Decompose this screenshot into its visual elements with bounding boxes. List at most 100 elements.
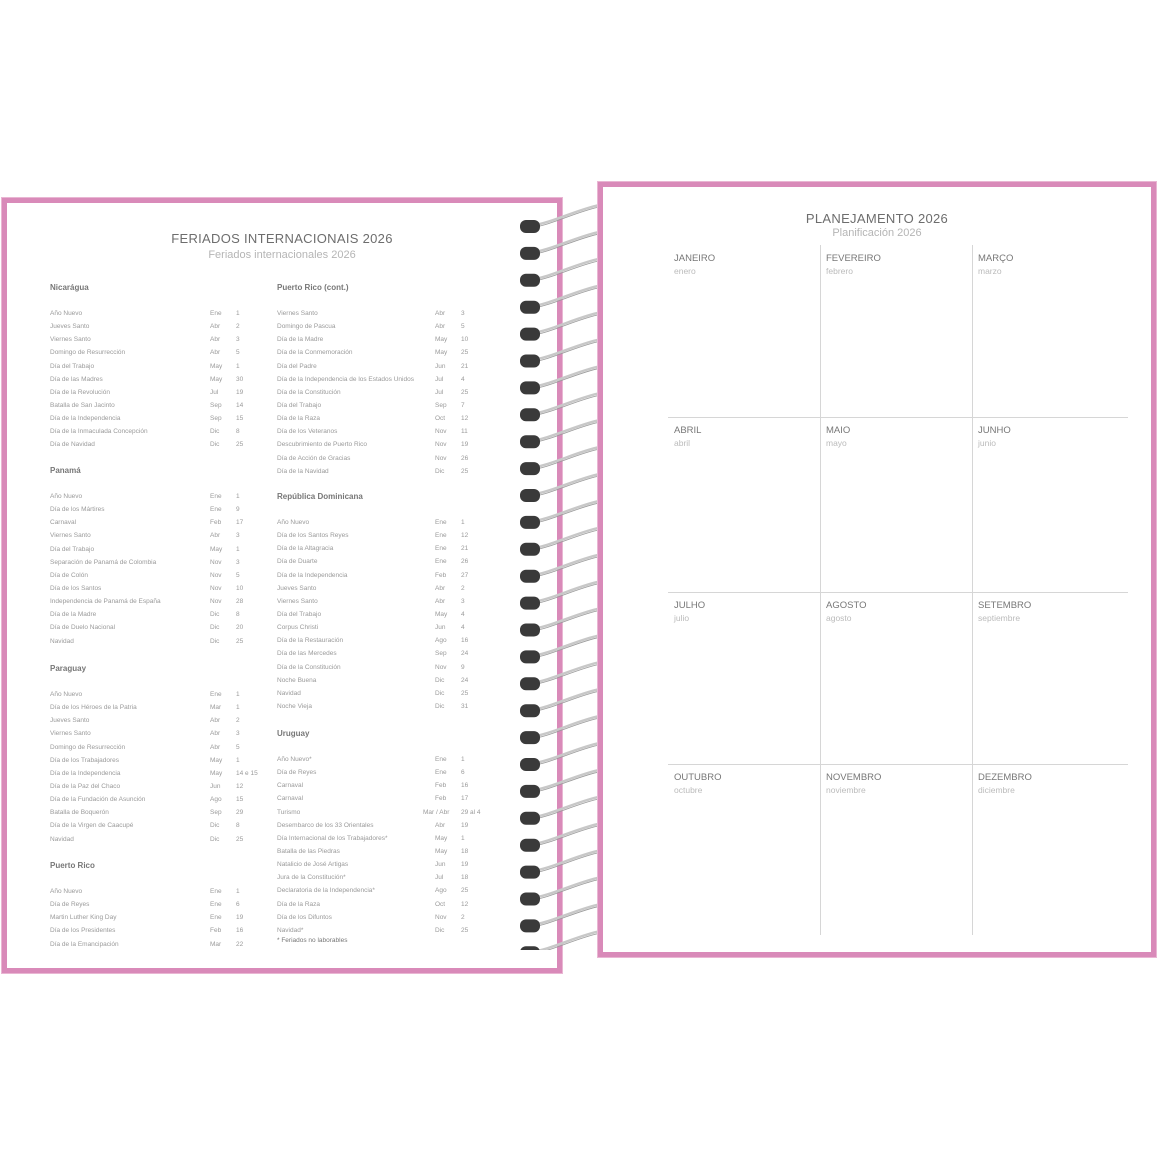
holiday-day: 18 xyxy=(461,874,469,882)
holiday-row: Navidad Dic 25 xyxy=(50,833,250,846)
holiday-month: Oct xyxy=(435,415,446,423)
holiday-name: Separación de Panamá de Colombia xyxy=(50,558,157,566)
month-name-es: marzo xyxy=(978,266,1002,276)
holiday-name: Día de la Altagracia xyxy=(277,545,334,553)
holiday-name: Día de la Revolución xyxy=(50,388,110,396)
holiday-month: Dic xyxy=(210,637,220,645)
month-cell-marzo[interactable]: MARÇO marzo xyxy=(972,245,1127,417)
holiday-name: Viernes Santo xyxy=(50,532,91,540)
month-cell-julio[interactable]: JULHO julio xyxy=(668,592,820,764)
holiday-month: May xyxy=(210,545,223,553)
holiday-day: 18 xyxy=(461,847,469,855)
holiday-day: 1 xyxy=(236,362,240,370)
holiday-name: Día de la Inmaculada Concepción xyxy=(50,428,148,436)
holiday-day: 25 xyxy=(236,441,244,449)
holiday-section: República Dominicana Año Nuevo Ene 1 Día de … xyxy=(277,490,475,713)
month-cell-noviembre[interactable]: NOVEMBRO noviembre xyxy=(820,764,972,934)
holiday-row: Día de Navidad Dic 25 xyxy=(50,438,250,451)
month-name: FEVEREIRO xyxy=(826,253,881,264)
holiday-day: 16 xyxy=(461,782,469,790)
holiday-name: Martin Luther King Day xyxy=(50,914,117,922)
holidays-page: FERIADOS INTERNACIONAIS 2026 Feriados in… xyxy=(2,198,562,973)
holiday-month: Jun xyxy=(435,362,446,370)
holiday-day: 8 xyxy=(236,611,240,619)
holiday-name: Viernes Santo xyxy=(50,336,91,344)
holiday-day: 14 e 15 xyxy=(236,769,258,777)
month-cell-octubre[interactable]: OUTUBRO octubre xyxy=(668,764,820,934)
holiday-row: Día de la Conmemoración May 25 xyxy=(277,346,475,359)
month-name: MARÇO xyxy=(978,253,1014,264)
holiday-day: 10 xyxy=(461,336,469,344)
holiday-month: Nov xyxy=(210,571,222,579)
holiday-row: Día de Colón Nov 5 xyxy=(50,569,250,582)
month-cell-abril[interactable]: ABRIL abril xyxy=(668,417,820,592)
holiday-month: Feb xyxy=(210,927,222,935)
country-heading: Nicarágua xyxy=(50,283,89,292)
holiday-name: Domingo de Resurrección xyxy=(50,743,126,751)
holiday-month: May xyxy=(435,610,448,618)
holiday-name: Día de Acción de Gracias xyxy=(277,454,351,462)
holiday-name: Día de la Restauración xyxy=(277,637,344,645)
holiday-row: Navidad* Dic 25 xyxy=(277,924,475,937)
holiday-day: 27 xyxy=(461,571,469,579)
holiday-name: Día de Duelo Nacional xyxy=(50,624,116,632)
holiday-name: Navidad xyxy=(277,689,301,697)
holiday-month: May xyxy=(210,375,223,383)
holiday-month: Abr xyxy=(435,821,446,829)
page-subtitle: Planificación 2026 xyxy=(832,227,922,239)
holiday-month: May xyxy=(435,349,448,357)
month-name-es: octubre xyxy=(674,785,703,795)
holiday-name: Año Nuevo xyxy=(50,691,83,698)
holiday-name: Día de las Madres xyxy=(50,375,103,383)
holiday-name: Día de la Navidad xyxy=(277,467,329,475)
holiday-name: Día de la Raza xyxy=(277,415,320,423)
holiday-row: Jueves Santo Abr 2 xyxy=(50,320,250,333)
holiday-name: Noche Buena xyxy=(277,676,317,684)
holiday-row: Día de las Madres May 30 xyxy=(50,373,250,386)
holiday-day: 1 xyxy=(236,704,240,712)
holiday-day: 1 xyxy=(236,310,240,317)
month-name-es: febrero xyxy=(826,266,853,276)
holiday-name: Jueves Santo xyxy=(277,584,317,592)
month-cell-junio[interactable]: JUNHO junio xyxy=(972,417,1127,592)
holiday-row: Día de los Santos Reyes Ene 12 xyxy=(277,529,475,542)
holiday-month: May xyxy=(210,756,223,764)
holiday-row: Domingo de Resurrección Abr 5 xyxy=(50,346,250,359)
holiday-row: Día Internacional de los Trabajadores* Ma… xyxy=(277,832,475,845)
holiday-section: Nicarágua Año Nuevo Ene 1 Jueves Santo Abr 2 Vi… xyxy=(50,281,250,452)
holiday-name: Día de la Independencia de los Estados U… xyxy=(277,375,414,383)
holiday-row: Noche Vieja Dic 31 xyxy=(277,700,475,713)
month-cell-mayo[interactable]: MAIO mayo xyxy=(820,417,972,592)
holiday-month: Ene xyxy=(210,506,222,514)
holiday-row: Jura de la Constitución* Jul 18 xyxy=(277,871,475,884)
holiday-row: Día de la Madre Dic 8 xyxy=(50,608,250,621)
month-cell-febrero[interactable]: FEVEREIRO febrero xyxy=(820,245,972,417)
month-cell-agosto[interactable]: AGOSTO agosto xyxy=(820,592,972,764)
holiday-name: Día de las Mercedes xyxy=(277,650,337,658)
holiday-day: 5 xyxy=(236,743,240,751)
holiday-name: Carnaval xyxy=(277,782,304,790)
holiday-row: Noche Buena Dic 24 xyxy=(277,674,475,687)
holiday-day: 29 al 4 xyxy=(461,808,481,816)
holiday-month: Ene xyxy=(210,914,222,922)
holiday-row: Carnaval Feb 17 xyxy=(277,792,475,805)
month-cell-enero[interactable]: JANEIRO enero xyxy=(668,245,820,417)
holiday-row: Día de la Emancipación Mar 22 xyxy=(50,938,250,951)
holiday-day: 9 xyxy=(461,663,465,671)
holiday-row: Día de los Mártires Ene 9 xyxy=(50,503,250,516)
holiday-name: Día del Trabajo xyxy=(50,362,95,370)
holiday-month: Abr xyxy=(210,730,221,738)
month-cell-diciembre[interactable]: DEZEMBRO diciembre xyxy=(972,764,1127,934)
holiday-day: 1 xyxy=(236,493,240,500)
holiday-row: Día de la Constitución Nov 9 xyxy=(277,661,475,674)
holiday-day: 3 xyxy=(236,730,240,738)
holiday-row: Día de la Altagracia Ene 21 xyxy=(277,542,475,555)
month-cell-septiembre[interactable]: SETEMBRO septiembre xyxy=(972,592,1127,764)
holiday-day: 24 xyxy=(461,650,469,658)
holiday-row: Domingo de Pascua Abr 5 xyxy=(277,320,475,333)
holiday-row: Día de Duelo Nacional Dic 20 xyxy=(50,621,250,634)
holiday-name: Viernes Santo xyxy=(277,597,318,605)
holiday-day: 5 xyxy=(236,349,240,357)
holiday-month: Oct xyxy=(435,900,446,908)
holiday-day: 2 xyxy=(236,323,240,331)
